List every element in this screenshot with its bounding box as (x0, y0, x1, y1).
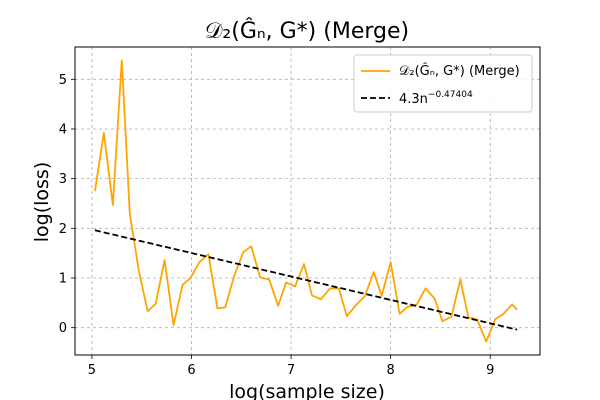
series-line-fit (94, 229, 518, 331)
x-tick-label: 9 (486, 363, 494, 378)
data-series (94, 59, 518, 343)
plot-frame (74, 46, 541, 356)
legend-fit-base: 4.3n (399, 92, 428, 107)
y-axis-label: log(loss) (31, 162, 53, 243)
chart-title: 𝒟₂(Ĝₙ, G*) (Merge) (205, 18, 409, 44)
x-tick-label: 6 (187, 363, 195, 378)
legend-fit-exponent: −0.47404 (428, 90, 473, 100)
y-tick-label: 3 (59, 172, 67, 187)
x-axis-label: log(sample size) (229, 381, 385, 400)
y-tick-label: 4 (59, 122, 67, 137)
y-tick-label: 1 (59, 272, 67, 287)
legend-label-merge: 𝒟₂(Ĝₙ, G*) (Merge) (399, 63, 520, 79)
y-tick-label: 5 (59, 73, 67, 88)
y-tick-label: 0 (59, 321, 67, 336)
legend: 𝒟₂(Ĝₙ, G*) (Merge) 4.3n−0.47404 (353, 54, 533, 113)
legend-box (353, 54, 533, 113)
x-tick-label: 7 (287, 363, 295, 378)
axis-ticks: 5 6 7 8 9 0 1 2 3 4 5 (59, 73, 495, 378)
y-tick-label: 2 (59, 222, 67, 237)
x-tick-label: 8 (387, 363, 395, 378)
x-tick-label: 5 (88, 363, 96, 378)
legend-label-fit: 4.3n−0.47404 (399, 90, 473, 107)
